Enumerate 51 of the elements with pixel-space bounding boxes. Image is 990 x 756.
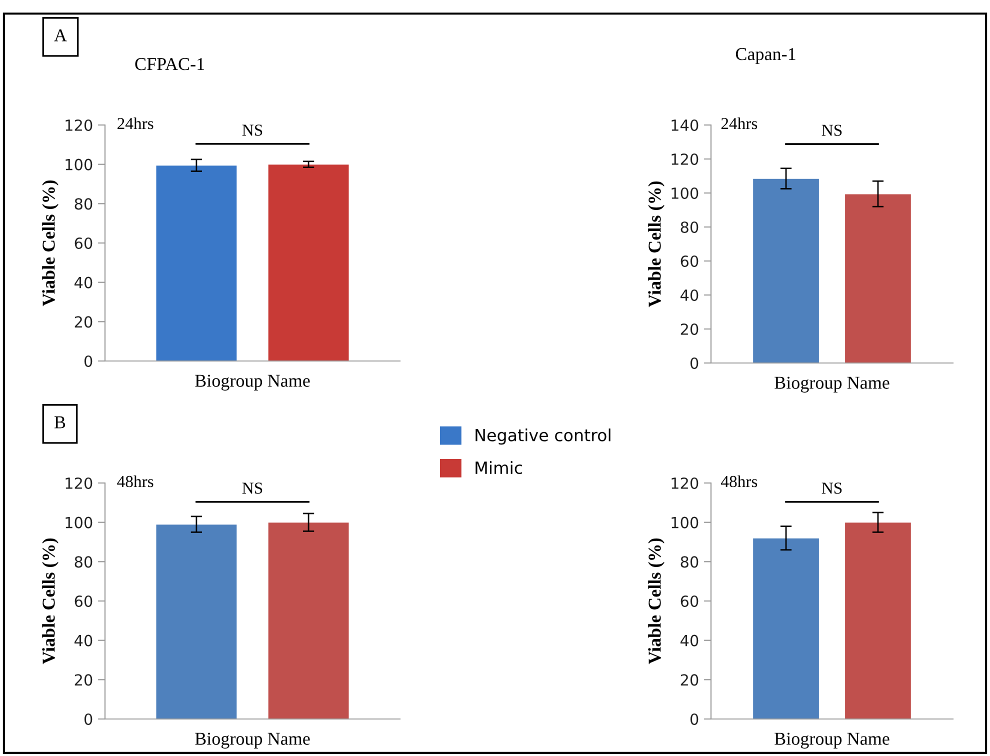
chart-title: CFPAC-1 [135, 58, 204, 70]
y-tick-label: 120 [66, 477, 92, 490]
y-tick-label: 60 [74, 237, 92, 250]
y-tick-label: 0 [84, 713, 92, 726]
y-axis-title: Viable Cells (%) [648, 538, 664, 664]
annotation: NS [242, 124, 262, 136]
y-tick-label: 20 [680, 674, 698, 686]
x-axis-title: Biogroup Name [774, 376, 890, 393]
y-tick-label: 20 [74, 316, 92, 328]
y-tick-label: 20 [74, 674, 92, 686]
y-axis-title: Viable Cells (%) [42, 180, 58, 306]
y-tick-label: 0 [690, 357, 698, 370]
annotation: 48hrs [721, 475, 758, 488]
y-tick-label: 100 [672, 516, 698, 528]
annotation: NS [822, 482, 842, 494]
y-tick-label: 120 [672, 153, 698, 166]
y-tick-label: 40 [74, 276, 92, 288]
y-axis-title: Viable Cells (%) [42, 538, 58, 664]
x-axis-title: Biogroup Name [774, 732, 890, 749]
x-axis-title: Biogroup Name [195, 732, 310, 749]
y-tick-label: 40 [680, 634, 698, 646]
annotation: 24hrs [118, 117, 154, 130]
y-tick-label: 60 [680, 255, 698, 268]
legend-label: Mimic [476, 461, 522, 474]
x-axis-title: Biogroup Name [195, 374, 310, 391]
y-tick-label: 120 [66, 119, 92, 132]
annotation: NS [822, 124, 842, 136]
text: A [54, 29, 67, 42]
y-tick-label: 80 [680, 221, 698, 234]
y-axis-title: Viable Cells (%) [648, 181, 664, 308]
legend-label: Negative control [476, 428, 610, 445]
y-tick-label: 20 [680, 323, 698, 336]
y-tick-label: 100 [66, 158, 92, 170]
y-tick-label: 100 [672, 187, 698, 200]
chart-title: Capan-1 [736, 48, 796, 64]
y-tick-label: 80 [680, 556, 698, 568]
annotation: NS [242, 482, 262, 494]
y-tick-label: 80 [74, 198, 92, 210]
y-tick-label: 40 [680, 289, 698, 302]
y-tick-label: 0 [690, 713, 698, 726]
y-tick-label: 80 [74, 556, 92, 568]
text: B [54, 416, 66, 428]
y-tick-label: 40 [74, 634, 92, 646]
annotation: 24hrs [721, 117, 758, 130]
y-tick-label: 0 [84, 355, 92, 368]
annotation: 48hrs [117, 475, 154, 488]
y-tick-label: 120 [672, 477, 698, 490]
y-tick-label: 140 [672, 119, 698, 132]
y-tick-label: 100 [66, 516, 92, 528]
y-tick-label: 60 [74, 595, 92, 608]
y-tick-label: 60 [680, 595, 698, 608]
